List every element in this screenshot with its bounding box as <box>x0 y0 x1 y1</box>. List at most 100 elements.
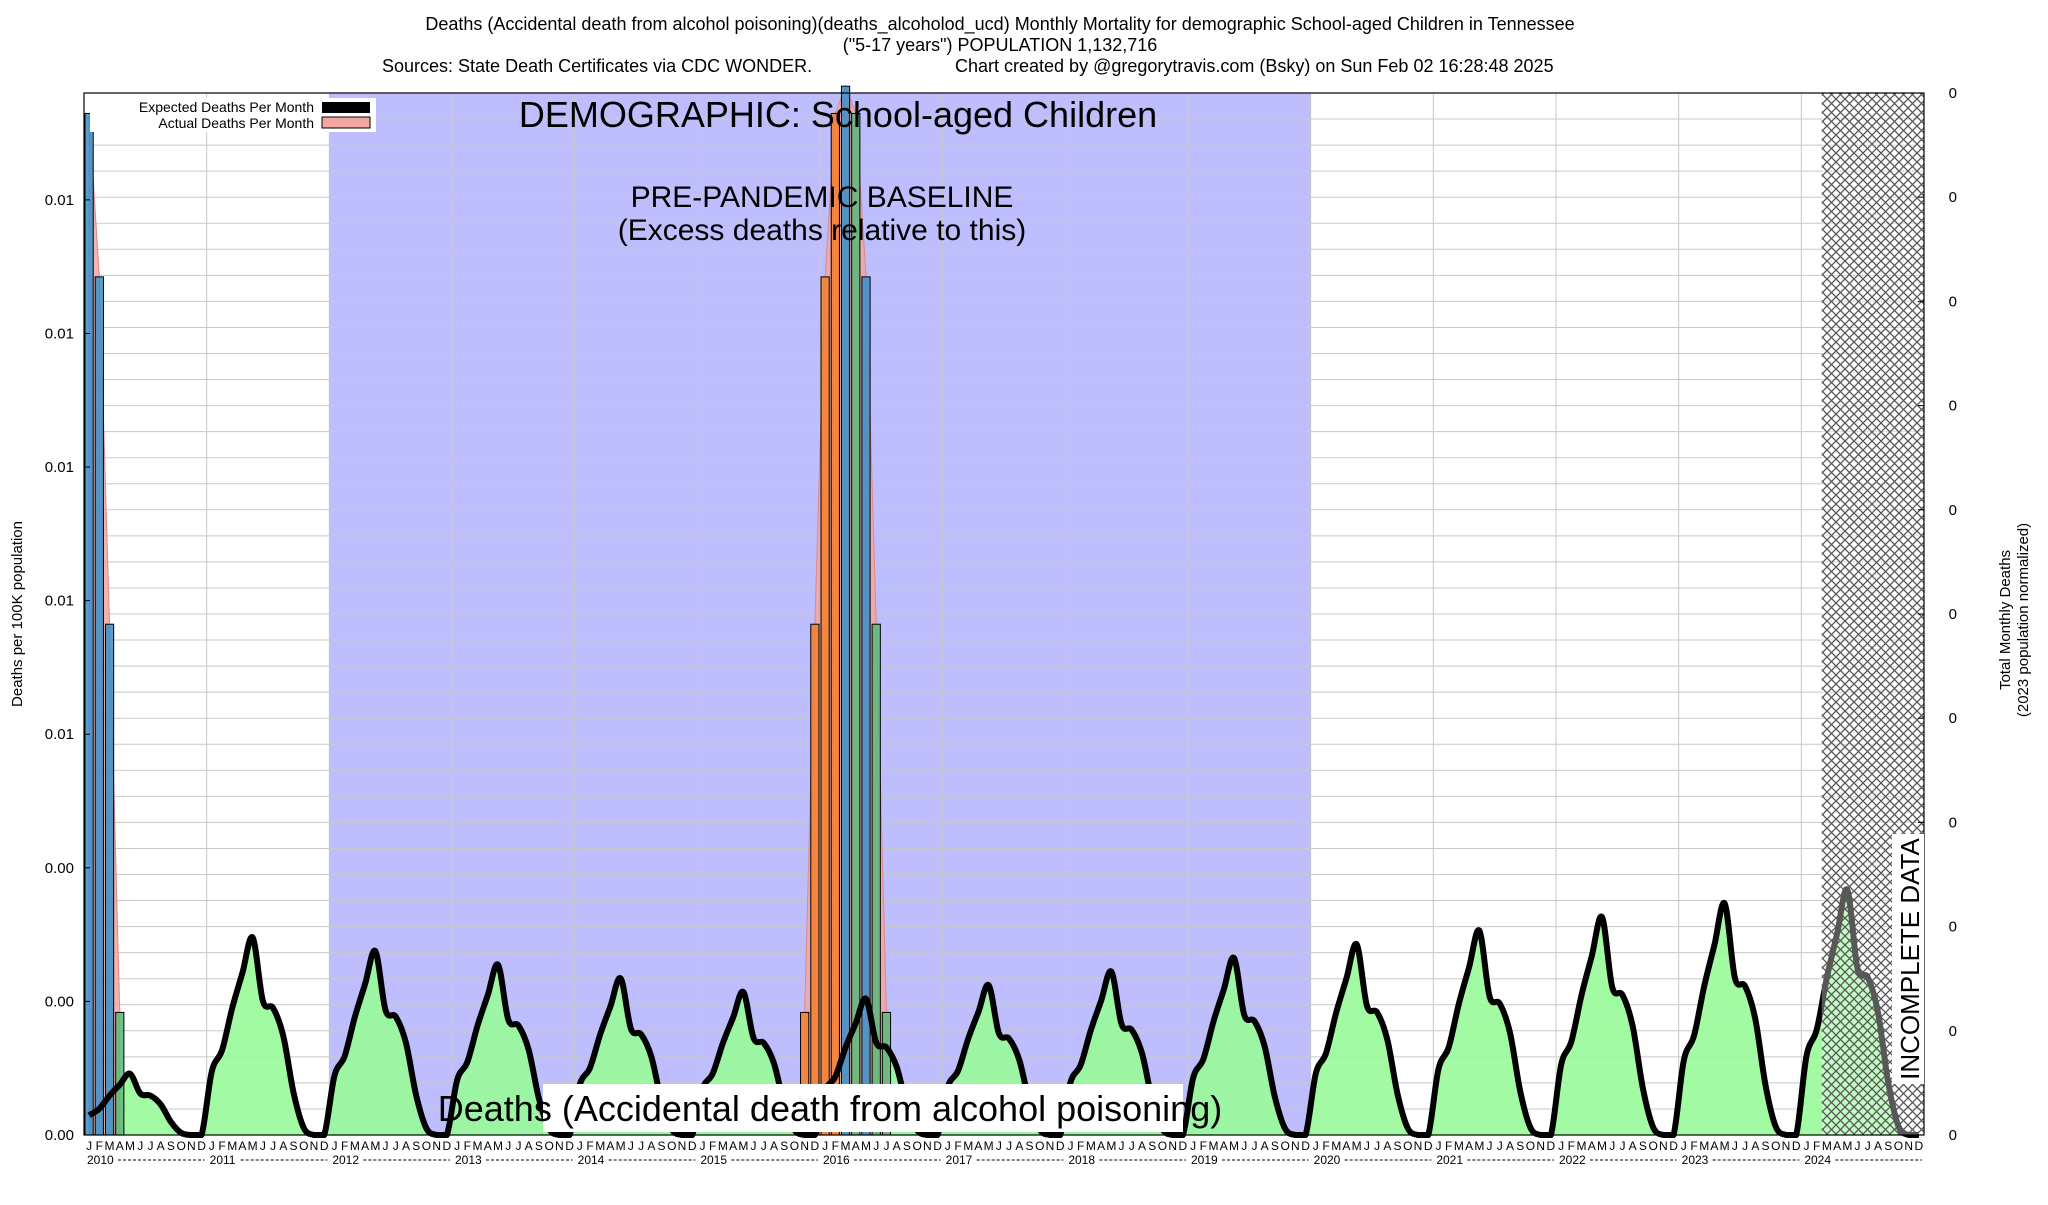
x-month-label: D <box>1056 1139 1065 1153</box>
x-month-label: A <box>1751 1139 1759 1153</box>
x-month-label: D <box>688 1139 697 1153</box>
x-month-label: N <box>432 1139 441 1153</box>
x-month-label: A <box>1465 1139 1473 1153</box>
x-month-label: S <box>167 1139 175 1153</box>
x-month-label: J <box>147 1139 153 1153</box>
x-month-label: O <box>1648 1139 1657 1153</box>
x-month-label: F <box>1200 1139 1207 1153</box>
legend-expected-swatch <box>322 102 370 113</box>
x-month-label: M <box>1229 1139 1239 1153</box>
x-month-label: N <box>1536 1139 1545 1153</box>
x-month-label: J <box>331 1139 337 1153</box>
x-month-label: J <box>1619 1139 1625 1153</box>
x-year-label: 2010 <box>87 1153 114 1167</box>
legend: Expected Deaths Per Month Actual Deaths … <box>90 98 376 132</box>
x-month-label: F <box>1445 1139 1452 1153</box>
y-right-tick-label: 0 <box>1949 1023 1957 1040</box>
x-month-label: D <box>811 1139 820 1153</box>
x-month-label: J <box>1609 1139 1615 1153</box>
x-month-label: O <box>1035 1139 1044 1153</box>
x-month-label: S <box>290 1139 298 1153</box>
x-month-label: A <box>1506 1139 1514 1153</box>
x-month-label: O <box>1403 1139 1412 1153</box>
baseline-sublabel: (Excess deaths relative to this) <box>618 214 1027 247</box>
x-month-label: M <box>1474 1139 1484 1153</box>
x-month-label: J <box>996 1139 1002 1153</box>
x-month-label: J <box>1732 1139 1738 1153</box>
x-month-label: A <box>729 1139 737 1153</box>
y-right-tick-label: 0 <box>1949 85 1957 102</box>
actual-death-bar <box>104 623 115 1136</box>
actual-death-bar <box>84 112 94 1136</box>
x-month-label: J <box>1435 1139 1441 1153</box>
x-month-label: D <box>933 1139 942 1153</box>
x-month-label: O <box>422 1139 431 1153</box>
x-month-label: J <box>1129 1139 1135 1153</box>
x-month-label: M <box>1822 1139 1832 1153</box>
x-month-label: M <box>1577 1139 1587 1153</box>
x-month-label: N <box>1782 1139 1791 1153</box>
x-month-label: J <box>383 1139 389 1153</box>
x-month-label: M <box>595 1139 605 1153</box>
x-month-label: A <box>484 1139 492 1153</box>
x-month-label: F <box>341 1139 348 1153</box>
x-year-label: 2016 <box>823 1153 850 1167</box>
x-month-label: J <box>1241 1139 1247 1153</box>
x-month-label: A <box>1629 1139 1637 1153</box>
x-month-label: J <box>1865 1139 1871 1153</box>
x-month-label: F <box>218 1139 225 1153</box>
x-month-label: M <box>963 1139 973 1153</box>
x-month-label: D <box>1547 1139 1556 1153</box>
x-year-label: 2014 <box>578 1153 605 1167</box>
x-month-label: O <box>1280 1139 1289 1153</box>
actual-death-bar <box>871 623 881 1136</box>
x-year-label: 2022 <box>1559 1153 1586 1167</box>
x-month-label: J <box>1558 1139 1564 1153</box>
x-month-label: J <box>1487 1139 1493 1153</box>
x-month-label: J <box>270 1139 276 1153</box>
x-month-label: F <box>464 1139 471 1153</box>
x-month-label: N <box>1659 1139 1668 1153</box>
expected-deaths-area <box>89 889 1919 1135</box>
baseline-label: PRE-PANDEMIC BASELINE <box>631 181 1014 214</box>
y-left-tick-label: 0.01 <box>45 726 74 743</box>
legend-expected-label: Expected Deaths Per Month <box>139 99 314 115</box>
x-month-label: J <box>1313 1139 1319 1153</box>
x-month-label: J <box>1742 1139 1748 1153</box>
cause-label-box <box>543 1084 1183 1132</box>
x-month-label: N <box>1046 1139 1055 1153</box>
expected-deaths-line <box>87 886 1919 1138</box>
x-month-label: J <box>1067 1139 1073 1153</box>
x-month-label: M <box>718 1139 728 1153</box>
x-year-label: 2013 <box>455 1153 482 1167</box>
x-month-label: J <box>393 1139 399 1153</box>
x-month-label: O <box>544 1139 553 1153</box>
incomplete-label: INCOMPLETE DATA <box>1895 837 1925 1079</box>
x-month-label: A <box>361 1139 369 1153</box>
x-month-label: D <box>565 1139 574 1153</box>
x-month-label: A <box>1710 1139 1718 1153</box>
x-month-label: F <box>1568 1139 1575 1153</box>
x-month-label: S <box>535 1139 543 1153</box>
y-axis-left-title: Deaths per 100K population <box>9 521 26 707</box>
x-month-label: J <box>1251 1139 1257 1153</box>
x-month-label: A <box>157 1139 165 1153</box>
x-year-label: 2011 <box>210 1153 236 1167</box>
actual-death-bar <box>115 1011 125 1136</box>
x-month-label: J <box>699 1139 705 1153</box>
x-month-label: M <box>1597 1139 1607 1153</box>
x-month-label: J <box>873 1139 879 1153</box>
x-month-label: A <box>1220 1139 1228 1153</box>
y-left-tick-label: 0.01 <box>45 459 74 476</box>
x-month-label: S <box>1271 1139 1279 1153</box>
x-month-label: D <box>443 1139 452 1153</box>
x-month-label: M <box>841 1139 851 1153</box>
x-month-label: M <box>493 1139 503 1153</box>
x-month-label: D <box>197 1139 206 1153</box>
x-month-label: A <box>525 1139 533 1153</box>
x-month-label: J <box>86 1139 92 1153</box>
x-month-label: A <box>1261 1139 1269 1153</box>
x-month-label: S <box>1026 1139 1034 1153</box>
actual-death-bar <box>851 112 861 1136</box>
